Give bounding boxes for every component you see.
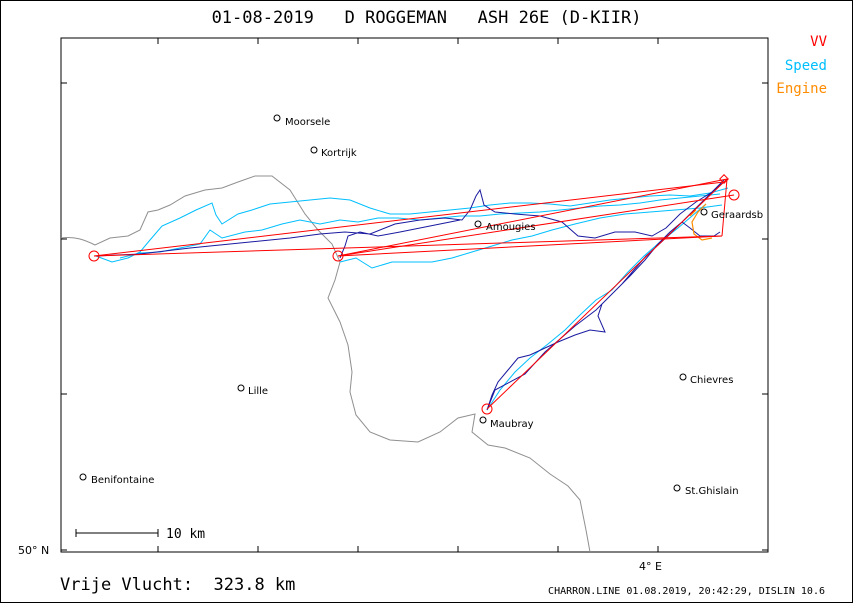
scale-bar bbox=[75, 529, 159, 537]
axis-ticks bbox=[61, 38, 768, 552]
flight-title: 01-08-2019 D ROGGEMAN ASH 26E (D-KIIR) bbox=[211, 8, 642, 28]
town-label-kortrijk: Kortrijk bbox=[321, 148, 357, 159]
town-label-amougies: Amougies bbox=[486, 222, 536, 233]
free-flight-distance: Vrije Vlucht: 323.8 km bbox=[60, 575, 296, 595]
map-border bbox=[60, 37, 769, 553]
scale-label: 10 km bbox=[166, 527, 206, 542]
task-lines bbox=[93, 178, 735, 410]
town-markers bbox=[79, 114, 708, 492]
flight-track bbox=[95, 179, 725, 411]
latitude-label: 50° N bbox=[18, 544, 50, 557]
town-label-maubray: Maubray bbox=[490, 419, 534, 430]
footer-info: CHARRON.LINE 01.08.2019, 20:42:29, DISLI… bbox=[548, 586, 825, 597]
longitude-label: 4° E bbox=[639, 560, 662, 573]
town-label-chievres: Chievres bbox=[690, 375, 734, 386]
legend-speed: Speed bbox=[784, 58, 827, 74]
engine-trace bbox=[689, 203, 713, 241]
town-label-benifontaine: Benifontaine bbox=[91, 475, 155, 486]
legend-engine: Engine bbox=[776, 81, 827, 97]
town-label-geraardsb: Geraardsb bbox=[711, 210, 764, 221]
town-label-moorsele: Moorsele bbox=[285, 117, 331, 128]
legend-vv: VV bbox=[810, 34, 827, 50]
town-label-lille: Lille bbox=[248, 386, 269, 397]
turnpoint-markers bbox=[88, 174, 740, 415]
town-label-st-ghislain: St.Ghislain bbox=[685, 486, 739, 497]
